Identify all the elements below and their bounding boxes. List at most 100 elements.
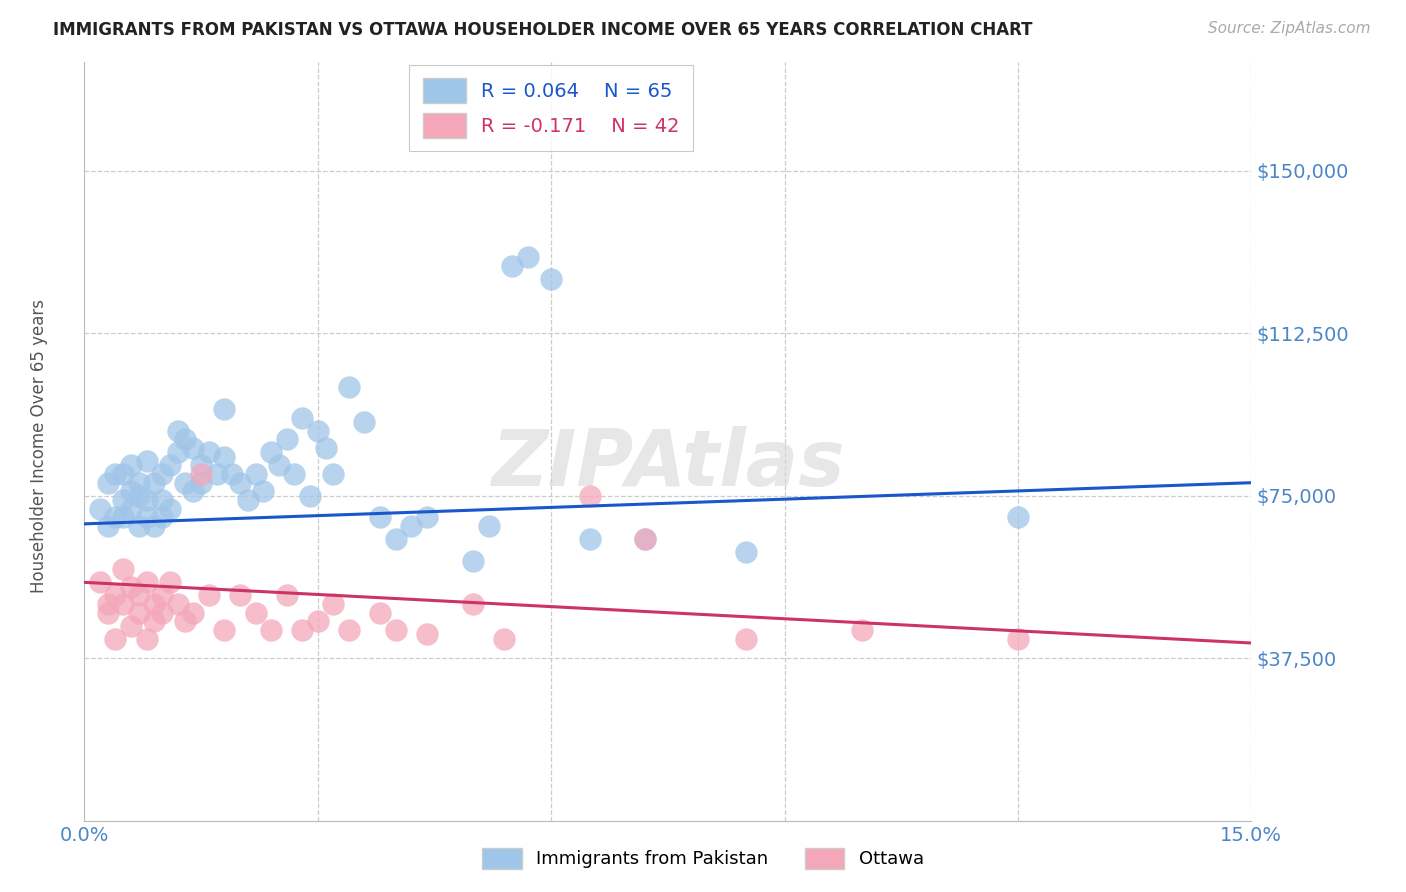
Point [260, 623, 283, 637]
Point [283, 467, 305, 481]
Point [112, 510, 135, 524]
Text: Source: ZipAtlas.com: Source: ZipAtlas.com [1208, 21, 1371, 36]
Point [104, 510, 127, 524]
Point [322, 467, 344, 481]
Point [97, 519, 120, 533]
Point [353, 415, 375, 429]
Point [128, 588, 150, 602]
Point [307, 424, 329, 438]
Text: IMMIGRANTS FROM PAKISTAN VS OTTAWA HOUSEHOLDER INCOME OVER 65 YEARS CORRELATION : IMMIGRANTS FROM PAKISTAN VS OTTAWA HOUSE… [53, 21, 1033, 38]
Point [128, 519, 150, 533]
Point [252, 484, 274, 499]
Point [159, 575, 181, 590]
Point [181, 606, 204, 620]
Point [579, 532, 602, 546]
Point [174, 475, 197, 490]
Point [322, 597, 344, 611]
Point [214, 623, 236, 637]
Point [143, 519, 166, 533]
Point [159, 458, 181, 473]
Point [229, 588, 252, 602]
Point [245, 606, 267, 620]
Point [97, 597, 120, 611]
Point [267, 458, 290, 473]
Point [120, 484, 142, 499]
Point [368, 510, 391, 524]
Point [368, 606, 391, 620]
Point [384, 532, 406, 546]
Point [174, 433, 197, 447]
Point [166, 424, 188, 438]
Point [494, 632, 516, 646]
Point [128, 489, 150, 503]
Point [128, 606, 150, 620]
Point [120, 458, 142, 473]
Point [337, 380, 360, 394]
Point [236, 493, 259, 508]
Point [120, 501, 142, 516]
Point [135, 510, 157, 524]
Point [516, 251, 538, 265]
Point [198, 588, 221, 602]
Point [104, 467, 127, 481]
Point [181, 441, 204, 455]
Point [150, 588, 173, 602]
Point [89, 501, 111, 516]
Point [260, 445, 283, 459]
Point [399, 519, 422, 533]
Point [97, 606, 120, 620]
Point [633, 532, 655, 546]
Point [579, 489, 602, 503]
Point [190, 467, 212, 481]
Point [633, 532, 655, 546]
Point [291, 410, 314, 425]
Point [135, 454, 157, 468]
Point [214, 402, 236, 417]
Point [128, 475, 150, 490]
Point [734, 632, 756, 646]
Point [150, 606, 173, 620]
Point [112, 493, 135, 508]
Point [198, 445, 221, 459]
Text: ZIPAtlas: ZIPAtlas [491, 426, 845, 502]
Point [221, 467, 243, 481]
Point [298, 489, 321, 503]
Legend: Immigrants from Pakistan, Ottawa: Immigrants from Pakistan, Ottawa [475, 840, 931, 876]
Point [214, 450, 236, 464]
Point [181, 484, 204, 499]
Point [190, 458, 212, 473]
Point [229, 475, 252, 490]
Point [135, 632, 157, 646]
Point [851, 623, 873, 637]
Point [291, 623, 314, 637]
Point [190, 475, 212, 490]
Text: Householder Income Over 65 years: Householder Income Over 65 years [31, 299, 48, 593]
Point [276, 433, 298, 447]
Point [174, 615, 197, 629]
Point [463, 554, 485, 568]
Point [415, 510, 437, 524]
Point [478, 519, 501, 533]
Point [276, 588, 298, 602]
Point [166, 597, 188, 611]
Point [734, 545, 756, 559]
Point [135, 575, 157, 590]
Point [1007, 632, 1029, 646]
Point [415, 627, 437, 641]
Point [501, 259, 523, 273]
Point [166, 445, 188, 459]
Point [120, 580, 142, 594]
Point [150, 493, 173, 508]
Point [384, 623, 406, 637]
Point [104, 588, 127, 602]
Point [112, 467, 135, 481]
Point [104, 632, 127, 646]
Point [135, 493, 157, 508]
Point [89, 575, 111, 590]
Point [315, 441, 337, 455]
Point [97, 475, 120, 490]
Legend: R = 0.064    N = 65, R = -0.171    N = 42: R = 0.064 N = 65, R = -0.171 N = 42 [409, 64, 693, 152]
Point [150, 467, 173, 481]
Point [143, 475, 166, 490]
Point [159, 501, 181, 516]
